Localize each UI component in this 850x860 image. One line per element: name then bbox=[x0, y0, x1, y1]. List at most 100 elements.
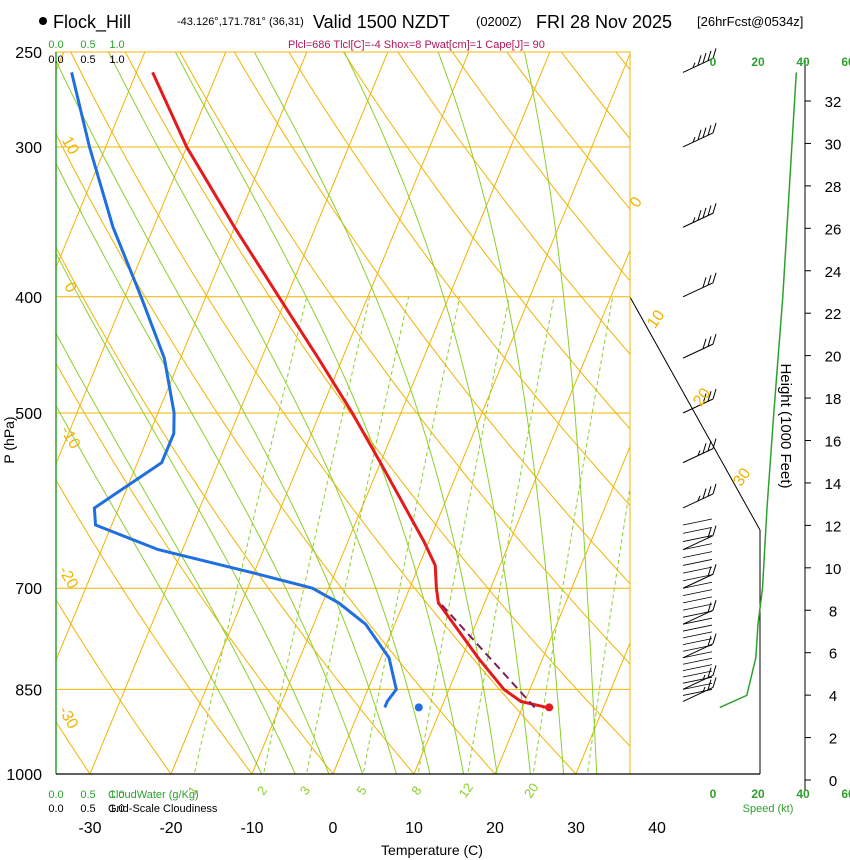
dry-adiabat-line bbox=[56, 362, 334, 774]
wind-barb-flag bbox=[697, 209, 702, 221]
wind-barb-low bbox=[682, 638, 713, 645]
mixing-ratio-line bbox=[532, 296, 614, 774]
mixing-ratio-line bbox=[305, 296, 410, 774]
wind-barb-flag bbox=[712, 600, 717, 611]
dry-adiabat-line bbox=[233, 52, 630, 585]
pressure-tick-label: 300 bbox=[15, 140, 42, 157]
height-tick-label: 20 bbox=[825, 349, 842, 366]
isotherm-line bbox=[637, 0, 850, 824]
wind-barb bbox=[682, 483, 717, 509]
cloud-scale-top-green: 1.0 bbox=[109, 39, 124, 51]
temperature-tick-label: 30 bbox=[567, 820, 585, 837]
height-tick-label: 24 bbox=[825, 264, 842, 281]
temperature-tick-label: -30 bbox=[78, 820, 101, 837]
wind-barb-staff bbox=[682, 573, 714, 589]
speed-tick-top: 60 bbox=[841, 55, 850, 69]
isotherm-line bbox=[89, 52, 389, 774]
speed-tick-bottom: 20 bbox=[751, 787, 765, 801]
isotherm-line bbox=[494, 445, 630, 774]
wind-barb-flag bbox=[707, 391, 712, 402]
cloud-scale-top-green: 0.5 bbox=[80, 39, 95, 51]
wind-barb-low bbox=[682, 657, 713, 665]
isotherm-line bbox=[56, 52, 227, 466]
moist-adiabat-line bbox=[56, 162, 364, 774]
wind-barb-low bbox=[682, 682, 713, 690]
mixing-ratio-label: 20 bbox=[521, 780, 542, 800]
speed-tick-bottom: 60 bbox=[841, 787, 850, 801]
dry-adiabat-line bbox=[124, 52, 630, 747]
height-tick-label: 30 bbox=[825, 136, 842, 153]
isotherm-line bbox=[575, 641, 630, 774]
wind-barb-flag bbox=[707, 440, 712, 452]
wind-barb-flag bbox=[707, 667, 712, 678]
wind-barb-flag bbox=[712, 633, 717, 644]
temperature-tick-label: 40 bbox=[648, 820, 666, 837]
height-tick-label: 16 bbox=[825, 434, 842, 451]
height-tick-label: 2 bbox=[829, 731, 837, 748]
speed-tick-top: 20 bbox=[751, 55, 765, 69]
pressure-tick-label: 500 bbox=[15, 406, 42, 423]
cloudiness-legend: Grid-Scale Cloudiness bbox=[108, 803, 218, 815]
height-axis-title: Height (1000 Feet) bbox=[777, 363, 794, 488]
wind-barb-staff bbox=[682, 687, 714, 702]
pressure-tick-label: 250 bbox=[15, 45, 42, 62]
mixing-ratio-label: 3 bbox=[297, 783, 313, 798]
wind-barb-low bbox=[682, 543, 713, 551]
speed-tick-bottom: 40 bbox=[796, 787, 810, 801]
dry-adiabat-line bbox=[451, 52, 630, 282]
cloud-scale-top-green: 0.0 bbox=[48, 39, 63, 51]
isotherm-label: 0 bbox=[60, 280, 79, 296]
dry-adiabat-line bbox=[397, 52, 630, 355]
wind-barb-low bbox=[682, 581, 713, 589]
moist-adiabat-line bbox=[437, 52, 565, 774]
isotherm-line bbox=[170, 52, 470, 774]
isotherm-label: 20 bbox=[690, 385, 714, 409]
height-tick-label: 28 bbox=[825, 179, 842, 196]
parcel-path-line bbox=[439, 602, 536, 709]
isotherm-label: 30 bbox=[730, 465, 754, 489]
wind-barb-flag bbox=[707, 336, 712, 347]
utc-time: (0200Z) bbox=[476, 14, 522, 29]
mixing-ratio-label: 8 bbox=[408, 783, 424, 798]
height-tick-label: 8 bbox=[829, 603, 837, 620]
cloud-scale-bottom-green: 1.0 bbox=[109, 789, 124, 801]
wind-barb-half bbox=[697, 450, 701, 456]
dry-adiabat-line bbox=[56, 479, 253, 774]
height-tick-label: 22 bbox=[825, 306, 842, 323]
pressure-tick-label: 1000 bbox=[6, 767, 42, 784]
wind-barb-flag bbox=[702, 338, 707, 349]
cloud-scale-bottom-green: 0.5 bbox=[80, 789, 95, 801]
isotherm-label: 10 bbox=[58, 134, 82, 158]
temperature-tick-label: -20 bbox=[159, 820, 182, 837]
isotherm-label: -30 bbox=[55, 703, 81, 732]
wind-barb-flag bbox=[697, 129, 702, 140]
wind-barb bbox=[682, 564, 717, 589]
dewpoint-line bbox=[70, 72, 398, 708]
dry-adiabat-line bbox=[56, 598, 172, 774]
wind-barb-half bbox=[692, 62, 696, 68]
mixing-ratio-line bbox=[362, 296, 461, 774]
wind-barb-low bbox=[682, 624, 713, 632]
wind-barb-flag bbox=[702, 207, 707, 218]
speed-tick-top: 40 bbox=[796, 55, 810, 69]
mixing-ratio-line bbox=[262, 296, 371, 774]
height-tick-label: 14 bbox=[825, 476, 842, 493]
wind-boundary-line bbox=[629, 296, 761, 531]
wind-barb-low bbox=[682, 589, 713, 597]
wind-barb-flag bbox=[712, 333, 717, 345]
wind-barb-staff bbox=[682, 212, 714, 228]
dry-adiabat-line bbox=[56, 246, 415, 774]
isotherm-line bbox=[56, 52, 308, 662]
wind-barb-flag bbox=[712, 272, 717, 283]
wind-barb bbox=[682, 438, 717, 464]
pressure-tick-label: 400 bbox=[15, 290, 42, 307]
moist-adiabat-line bbox=[56, 252, 330, 774]
wind-barb-flag bbox=[702, 393, 707, 404]
header-dot-icon bbox=[39, 17, 47, 25]
wind-barb bbox=[682, 48, 717, 73]
wind-barb-flag bbox=[712, 483, 717, 495]
wind-barb-low bbox=[682, 603, 713, 611]
wind-barb-staff bbox=[682, 535, 714, 551]
wind-barb-low bbox=[682, 644, 713, 652]
